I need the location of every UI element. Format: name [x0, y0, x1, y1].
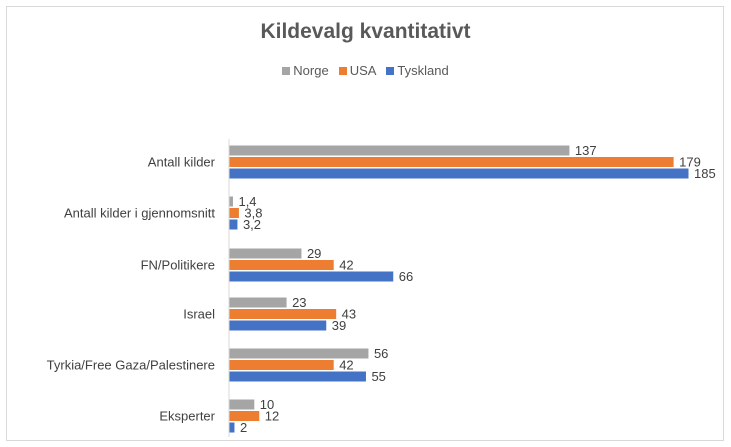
bar-usa [229, 260, 334, 270]
bar-tyskland [229, 371, 366, 382]
bar-norge [229, 196, 233, 207]
bar-norge [229, 248, 302, 259]
data-label: 185 [694, 166, 716, 181]
bar-tyskland [229, 422, 235, 433]
legend-item-norge: Norge [282, 63, 329, 78]
data-label: 12 [265, 409, 279, 424]
bar-norge [229, 399, 255, 410]
bar-norge [229, 145, 570, 156]
data-label: 39 [332, 318, 346, 333]
data-label: 56 [374, 346, 388, 361]
data-label: 10 [260, 397, 274, 412]
legend-item-usa: USA [338, 63, 377, 78]
data-label: 2 [240, 420, 247, 435]
category-label: Israel [183, 307, 215, 322]
category-label: Antall kilder [148, 155, 216, 170]
bar-tyskland [229, 320, 327, 331]
data-label: 1,4 [238, 194, 256, 209]
bar-norge [229, 297, 287, 308]
category-label: Antall kilder i gjennomsnitt [64, 206, 215, 221]
data-label: 29 [307, 246, 321, 261]
bar-usa [229, 360, 334, 370]
legend-swatch-tyskland [386, 66, 395, 75]
data-label: 42 [339, 358, 353, 373]
bar-tyskland [229, 168, 689, 179]
data-label: 179 [679, 155, 701, 170]
data-label: 137 [575, 143, 597, 158]
data-label: 42 [339, 258, 353, 273]
bar-tyskland [229, 219, 238, 230]
bar-usa [229, 411, 260, 421]
legend-label-norge: Norge [293, 63, 329, 78]
data-label: 55 [371, 369, 385, 384]
legend-label-tyskland: Tyskland [397, 63, 449, 78]
bar-tyskland [229, 271, 394, 282]
legend-swatch-norge [282, 66, 291, 75]
bar-usa [229, 157, 674, 167]
bar-usa [229, 309, 337, 319]
legend-label-usa: USA [349, 63, 377, 78]
data-label: 23 [292, 295, 306, 310]
bar-usa [229, 208, 239, 218]
legend-swatch-usa [338, 66, 347, 75]
legend-item-tyskland: Tyskland [386, 63, 449, 78]
category-label: FN/Politikere [141, 258, 215, 273]
data-label: 3,8 [244, 206, 262, 221]
data-label: 43 [342, 307, 356, 322]
data-label: 3,2 [243, 217, 261, 232]
chart-legend: Norge USA Tyskland [0, 63, 731, 78]
chart-frame [6, 6, 724, 441]
data-label: 66 [399, 269, 413, 284]
bar-norge [229, 348, 369, 359]
category-label: Eksperter [159, 409, 215, 424]
category-label: Tyrkia/Free Gaza/Palestinere [47, 358, 215, 373]
chart-title: Kildevalg kvantitativt [260, 20, 471, 43]
